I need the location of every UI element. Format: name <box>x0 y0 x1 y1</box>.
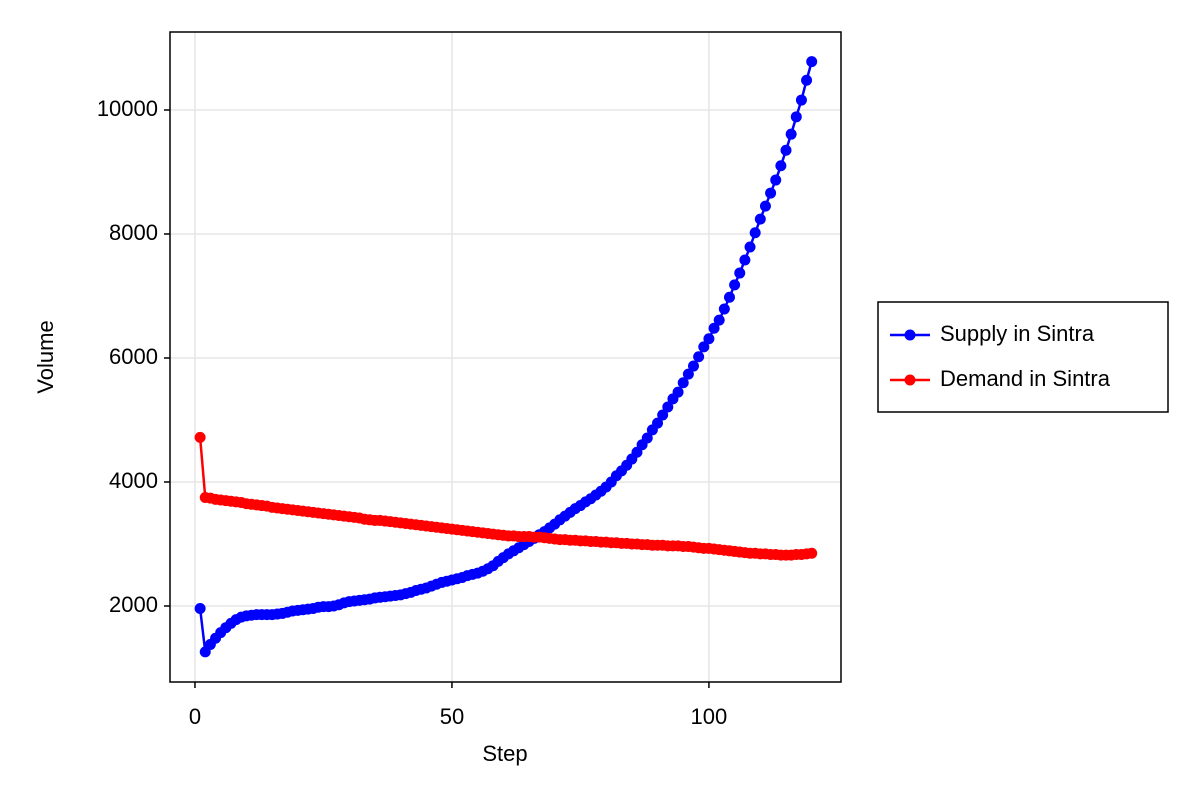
data-point <box>687 360 699 372</box>
data-point <box>194 602 206 614</box>
data-point <box>708 322 720 334</box>
y-axis-label: Volume <box>33 320 58 393</box>
data-point <box>718 303 730 315</box>
series-line <box>198 61 813 656</box>
legend-label: Supply in Sintra <box>940 321 1095 346</box>
data-point <box>775 160 787 172</box>
y-tick-label: 2000 <box>109 592 158 617</box>
data-point <box>641 432 653 444</box>
data-point <box>765 187 777 199</box>
x-tick-label: 100 <box>691 704 728 729</box>
data-point <box>657 409 669 421</box>
y-tick-label: 6000 <box>109 344 158 369</box>
legend-label: Demand in Sintra <box>940 366 1111 391</box>
x-tick-label: 0 <box>189 704 201 729</box>
data-point <box>795 94 807 106</box>
data-point <box>713 314 725 326</box>
x-tick-label: 50 <box>440 704 464 729</box>
plot-frame <box>169 31 842 683</box>
data-point <box>754 213 766 225</box>
data-point <box>780 144 792 156</box>
y-tick-label: 8000 <box>109 220 158 245</box>
data-point <box>801 74 813 86</box>
data-point <box>770 174 782 186</box>
x-axis-label: Step <box>482 741 527 766</box>
data-point <box>759 200 771 212</box>
legend-box <box>877 301 1169 413</box>
data-point <box>806 56 818 68</box>
data-point <box>785 128 797 140</box>
legend-swatch <box>904 329 916 341</box>
data-point <box>662 401 674 413</box>
data-point <box>744 241 756 253</box>
data-point <box>682 368 694 380</box>
data-point <box>194 431 206 443</box>
data-point <box>734 267 746 279</box>
data-point <box>693 351 705 363</box>
data-point <box>739 254 751 266</box>
data-point <box>806 547 818 559</box>
data-point <box>672 386 684 398</box>
data-point <box>729 279 741 291</box>
data-point <box>703 333 715 345</box>
y-tick-label: 10000 <box>97 96 158 121</box>
data-point <box>698 341 710 353</box>
data-point <box>749 227 761 239</box>
legend-swatch <box>904 374 916 386</box>
data-point <box>790 111 802 123</box>
data-point <box>723 291 735 303</box>
y-tick-label: 4000 <box>109 468 158 493</box>
data-point <box>677 377 689 389</box>
data-point <box>652 417 664 429</box>
